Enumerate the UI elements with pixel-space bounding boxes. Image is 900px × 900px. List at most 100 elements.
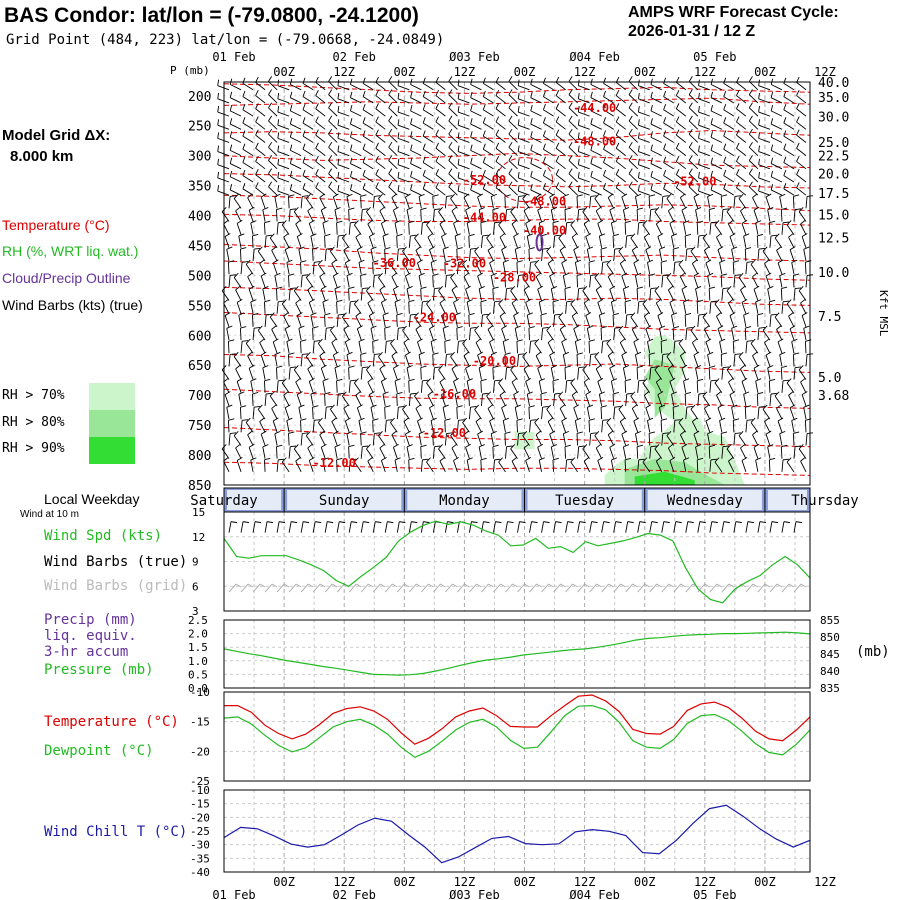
wind-barb [468, 406, 477, 420]
wind-barb [638, 158, 650, 170]
wind-barb [259, 338, 266, 354]
wind-barb-staff [251, 393, 254, 406]
wind-barb-flag [337, 119, 340, 126]
wind-barb [470, 183, 482, 196]
wind-barb-true-staff [336, 521, 340, 533]
wind-barb-staff [410, 123, 422, 130]
wind-barb-flag [337, 106, 340, 113]
wind-barb-staff [324, 235, 326, 248]
wind-barb-staff [508, 81, 518, 91]
wind-barb [504, 352, 511, 367]
wind-barb-staff [418, 196, 422, 209]
wind-barb-flag [302, 103, 306, 110]
wind-barb-grid-flag [307, 583, 314, 588]
wind-barb [770, 78, 783, 91]
wind-barb [465, 364, 471, 380]
weekday-cell [767, 490, 807, 510]
wind-barb-staff [430, 341, 434, 354]
wind-barb [217, 106, 230, 117]
wind-barb-staff [227, 341, 230, 354]
wind-barb-staff [573, 407, 579, 420]
wind-barb [362, 130, 374, 143]
wind-barb-staff [394, 380, 398, 393]
wind-barb-staff [559, 408, 566, 420]
wind-barb-flag [281, 220, 287, 226]
wind-barb-staff [388, 120, 398, 130]
wind-barb-flag [758, 119, 760, 126]
wind-barb [277, 171, 290, 183]
wind-barb-staff [597, 381, 603, 393]
wind-barb-flag [668, 443, 674, 449]
pressure-tick-label-right: 850 [820, 631, 840, 644]
wind-barb [328, 89, 338, 104]
wind-barb-flag [661, 260, 668, 263]
wind-barb-staff [738, 435, 747, 446]
wind-barb-staff [250, 301, 254, 314]
wind-barb [517, 119, 530, 130]
wind-barb-flag [358, 338, 365, 342]
wind-barb-staff [676, 121, 687, 130]
wind-barb-staff [622, 209, 627, 222]
wind-barb [362, 143, 374, 157]
wind-barb-flag [245, 417, 251, 423]
wind-barb-flag [328, 102, 333, 109]
wind-barb [541, 326, 549, 341]
wind-barb-flag [595, 206, 602, 212]
wind-barb-flag [468, 312, 475, 316]
wind-barb-flag [698, 234, 705, 237]
wind-barb-flag [422, 103, 426, 110]
wind-barb [432, 431, 439, 446]
wind-barb-staff [236, 302, 242, 314]
wind-barb-flag [663, 169, 667, 176]
wind-barb-staff [669, 460, 675, 472]
wind-barb [277, 79, 290, 91]
wind-barb-staff [698, 137, 710, 143]
wind-barb-staff [230, 84, 242, 91]
wind-barb-flag [770, 118, 774, 125]
wind-barb-staff [233, 198, 242, 209]
wind-barb [530, 131, 542, 143]
wind-barb-flag [764, 259, 770, 264]
wind-barb [372, 274, 381, 288]
wind-barb [463, 193, 470, 209]
wind-barb-flag [235, 206, 241, 212]
wind-barb-flag [474, 246, 480, 252]
wind-barb-staff [598, 394, 603, 407]
wind-barb-flag [435, 76, 439, 83]
wind-barb-grid-staff [685, 583, 694, 593]
wind-barb-flag [516, 339, 523, 342]
wind-barb-flag [535, 351, 542, 357]
wind-barb [350, 118, 362, 130]
wind-barb [438, 365, 446, 380]
wind-barb-true-staff [637, 521, 641, 533]
wind-barb-flag [439, 219, 445, 225]
wind-barb-flag [570, 299, 576, 305]
wind-barb-flag [432, 273, 439, 276]
wind-barb-staff [555, 187, 566, 196]
wind-barb-staff [603, 96, 614, 104]
wind-barb-flag [418, 193, 425, 197]
wind-barb-flag [710, 91, 713, 98]
wind-barb [688, 168, 699, 183]
wind-barb-staff [504, 275, 506, 288]
wind-barb [495, 182, 506, 196]
wind-barb [336, 220, 343, 235]
wind-barb-grid-staff [589, 583, 597, 593]
wind-barb-staff [492, 288, 494, 301]
wind-barb-staff [615, 82, 626, 91]
wind-barb-grid-staff [673, 583, 682, 593]
wind-barb-flag [542, 103, 546, 110]
wind-barb [634, 430, 642, 446]
wind-barb-staff [397, 98, 410, 104]
wind-barb-staff [721, 446, 724, 459]
wind-barb-flag [614, 326, 621, 329]
wind-barb-staff [552, 222, 555, 235]
wind-barb-flag [372, 339, 379, 342]
wind-barb-staff [729, 394, 735, 407]
wind-barb [334, 444, 341, 459]
wind-barb-staff [230, 163, 242, 170]
wind-barb-true [360, 521, 370, 533]
wind-barb [530, 170, 542, 183]
wind-barb [698, 106, 710, 117]
wind-barb-flag [534, 417, 540, 423]
